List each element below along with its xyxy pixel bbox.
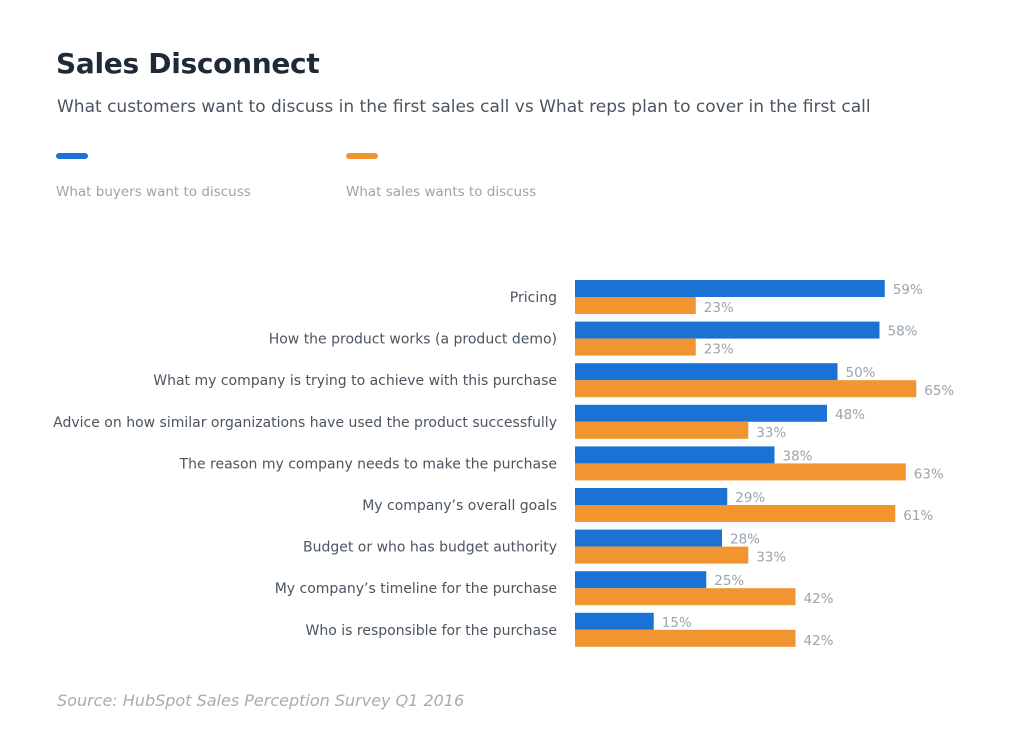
category-label: Who is responsible for the purchase <box>306 623 557 639</box>
bar-sales <box>575 297 696 314</box>
value-label: 33% <box>756 550 786 566</box>
category-label: Budget or who has budget authority <box>303 540 557 556</box>
category-label: Advice on how similar organizations have… <box>53 415 557 431</box>
bar-buyers <box>575 612 654 630</box>
bar-buyers <box>575 446 775 464</box>
value-label: 42% <box>804 633 834 649</box>
value-label: 59% <box>893 282 923 298</box>
value-label: 33% <box>756 425 786 441</box>
bar-sales <box>575 588 796 606</box>
value-label: 38% <box>783 448 813 464</box>
chart-subtitle: What customers want to discuss in the fi… <box>57 97 871 117</box>
category-label: How the product works (a product demo) <box>269 332 557 348</box>
bar-sales <box>575 629 796 647</box>
category-label: My company’s overall goals <box>362 498 557 514</box>
value-label: 63% <box>914 466 944 482</box>
bar-sales <box>575 463 906 481</box>
category-label: Pricing <box>510 290 557 306</box>
legend-swatch-buyers <box>56 153 88 159</box>
legend-label-buyers: What buyers want to discuss <box>56 184 251 200</box>
source-note: Source: HubSpot Sales Perception Survey … <box>57 691 465 710</box>
value-label: 65% <box>924 383 954 399</box>
bar-sales <box>575 546 749 564</box>
bar-buyers <box>575 280 885 297</box>
value-label: 23% <box>704 342 734 358</box>
value-label: 42% <box>804 591 834 607</box>
bar-buyers <box>575 571 707 589</box>
value-label: 15% <box>662 615 692 631</box>
value-label: 58% <box>888 324 918 340</box>
category-label: My company’s timeline for the purchase <box>275 581 557 597</box>
bar-sales <box>575 421 749 439</box>
value-label: 28% <box>730 532 760 548</box>
bar-buyers <box>575 363 838 381</box>
legend-label-sales: What sales wants to discuss <box>346 184 537 200</box>
legend-swatch-sales <box>346 153 378 159</box>
bar-buyers <box>575 404 827 422</box>
chart-title: Sales Disconnect <box>56 47 320 80</box>
bar-sales <box>575 338 696 356</box>
bar-buyers <box>575 321 880 339</box>
category-label: The reason my company needs to make the … <box>179 456 557 472</box>
bar-sales <box>575 505 896 522</box>
value-label: 50% <box>846 365 876 381</box>
bar-buyers <box>575 529 722 547</box>
value-label: 48% <box>835 407 865 423</box>
bar-sales <box>575 380 917 398</box>
value-label: 25% <box>714 573 744 589</box>
value-label: 61% <box>903 508 933 524</box>
value-label: 23% <box>704 300 734 316</box>
value-label: 29% <box>735 490 765 506</box>
bar-buyers <box>575 488 728 505</box>
category-label: What my company is trying to achieve wit… <box>153 373 557 389</box>
